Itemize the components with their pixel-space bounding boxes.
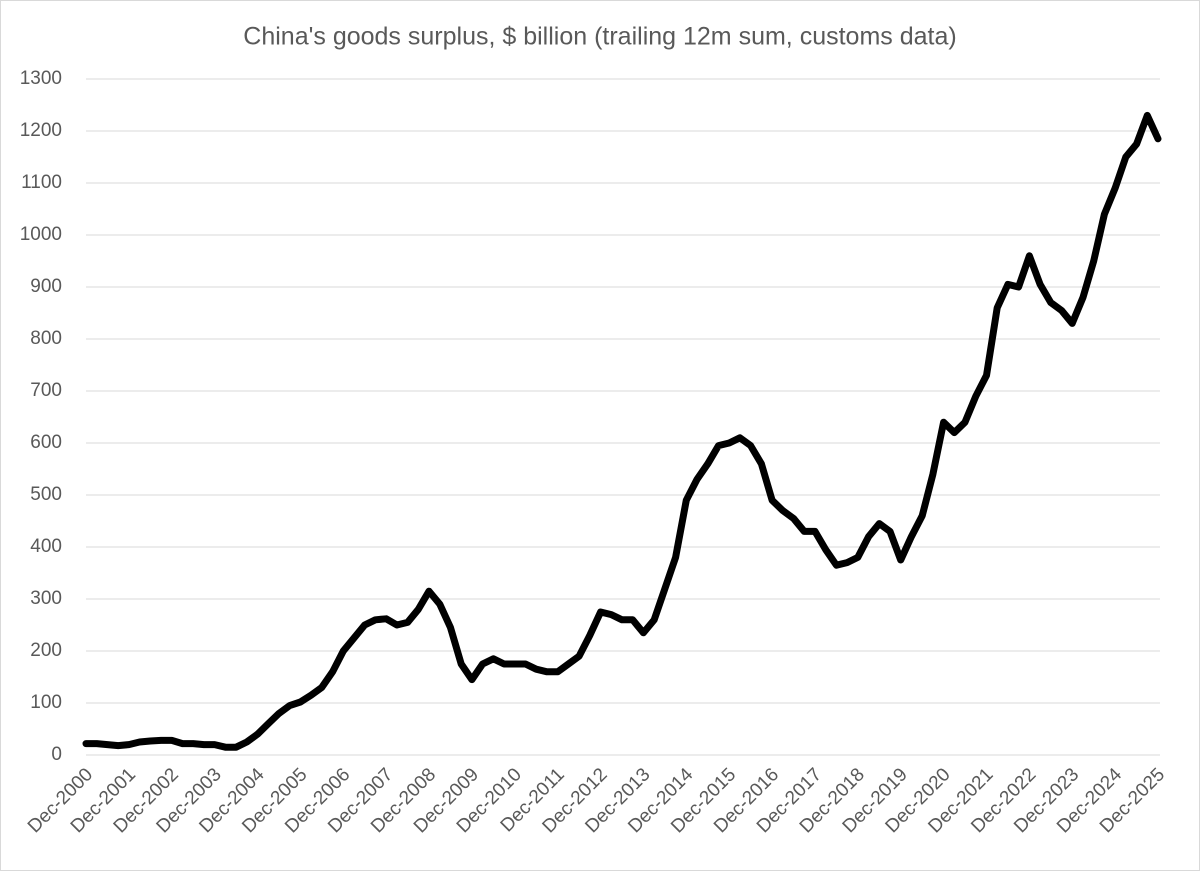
y-tick-label: 300: [30, 588, 62, 609]
y-tick-label: 600: [30, 432, 62, 453]
y-tick-label: 900: [30, 276, 62, 297]
y-tick-label: 1300: [20, 68, 62, 89]
y-tick-label: 800: [30, 328, 62, 349]
y-tick-label: 1200: [20, 120, 62, 141]
y-tick-label: 1000: [20, 224, 62, 245]
y-tick-label: 400: [30, 536, 62, 557]
y-tick-label: 500: [30, 484, 62, 505]
chart-title: China's goods surplus, $ billion (traili…: [243, 23, 956, 51]
data-line: [82, 111, 1162, 751]
y-tick-label: 100: [30, 692, 62, 713]
y-tick-label: 0: [51, 744, 62, 765]
y-tick-label: 700: [30, 380, 62, 401]
y-tick-label: 200: [30, 640, 62, 661]
y-tick-label: 1100: [21, 172, 62, 193]
